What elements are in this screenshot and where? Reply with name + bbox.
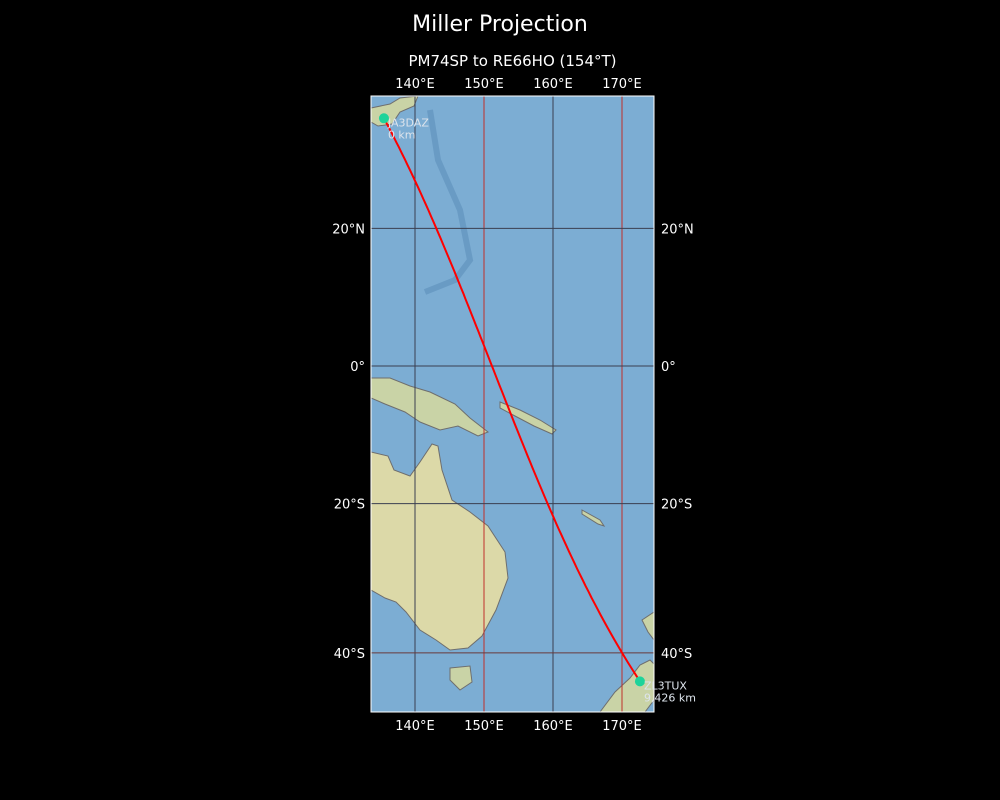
lat-tick-label: 40°S xyxy=(334,647,365,662)
axis-ticks: 140°E 140°E 150°E 150°E 160°E 160°E 170°E 170°E… xyxy=(332,77,694,734)
lon-tick-label: 170°E xyxy=(602,77,642,92)
lat-tick-label: 20°N xyxy=(661,222,694,237)
map-title: Miller Projection xyxy=(412,12,588,37)
lat-tick-label: 0° xyxy=(350,360,365,375)
lon-tick-label: 140°E xyxy=(395,719,435,734)
land-new-zealand xyxy=(599,611,654,712)
station-marker xyxy=(378,113,389,124)
lon-tick-label: 140°E xyxy=(395,77,435,92)
land-australia xyxy=(371,443,509,651)
station-distance: 0 km xyxy=(388,128,416,141)
station-call: ZL3TUX xyxy=(644,679,687,692)
land-new-guinea xyxy=(371,377,489,437)
station-marker xyxy=(634,676,645,687)
station-distance: 9,426 km xyxy=(644,691,696,704)
land-new-caledonia xyxy=(581,509,606,527)
lon-tick-label: 160°E xyxy=(533,77,573,92)
lon-tick-label: 150°E xyxy=(464,77,504,92)
map-frame xyxy=(370,95,655,713)
trench xyxy=(423,109,474,295)
lon-tick-label: 150°E xyxy=(464,719,504,734)
great-circle-path xyxy=(383,117,641,682)
map-area xyxy=(371,96,654,712)
lon-tick-label: 160°E xyxy=(533,719,573,734)
land-tasmania xyxy=(449,665,473,691)
lat-tick-label: 20°N xyxy=(332,222,365,237)
station-call: JA3DAZ xyxy=(387,116,429,129)
lat-tick-label: 40°S xyxy=(661,647,692,662)
lat-tick-label: 20°S xyxy=(661,498,692,513)
graticule xyxy=(371,96,654,712)
map-subtitle: PM74SP to RE66HO (154°T) xyxy=(408,52,617,70)
lat-tick-label: 20°S xyxy=(334,498,365,513)
lat-tick-label: 0° xyxy=(661,360,676,375)
land-solomons xyxy=(499,401,557,435)
lon-tick-label: 170°E xyxy=(602,719,642,734)
